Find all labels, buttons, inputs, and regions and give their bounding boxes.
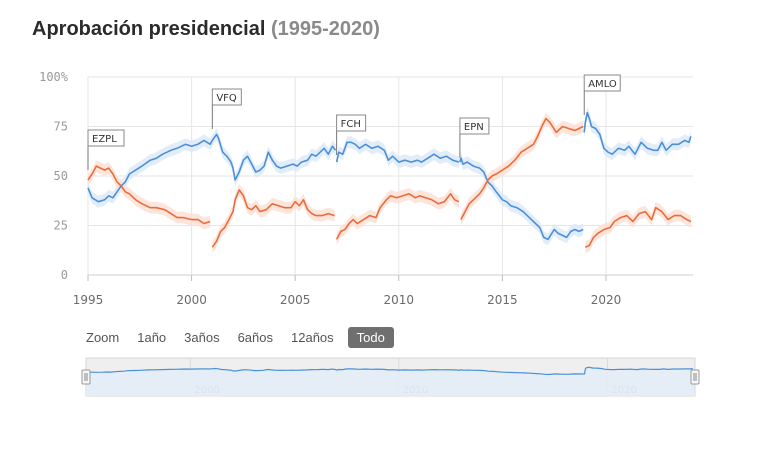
x-tick-label: 1995 [73,293,104,307]
navigator-left-handle[interactable] [81,369,91,385]
president-annotations: EZPL VFQ FCH EPN AMLO [87,74,621,170]
x-tick-label: 2005 [280,293,311,307]
annotation-box [211,88,242,106]
series-lines [87,111,692,249]
series-orange-band [336,187,459,246]
annotation-label-fch: FCH [341,119,361,130]
x-tick-label: 2020 [591,293,622,307]
series-orange-line [211,189,335,248]
navigator-line [85,366,693,376]
series-orange-band [212,183,335,254]
zoom-3years-button[interactable]: 3años [184,330,220,345]
y-tick-label: 25 [54,219,68,233]
navigator-right-handle[interactable] [690,369,700,385]
annotation-label-ezpl: EZPL [92,134,117,145]
chart-title-years: (1995-2020) [270,18,380,40]
zoom-12years-button[interactable]: 12años [291,330,334,345]
zoom-label: Zoom [86,330,120,345]
series-orange-line [87,165,211,225]
series-orange-band [585,201,691,254]
annotation-label-vfq: VFQ [216,93,237,104]
series-orange-line [335,193,460,240]
annotation-box [459,117,490,135]
y-tick-label: 100% [39,70,69,84]
annotation-label-epn: EPN [464,122,484,133]
y-tick-label: 50 [54,169,68,183]
x-tick-label: 2015 [487,293,518,307]
series-orange-line [584,206,692,249]
chart-title: Aprobación presidencial (1995-2020) [32,18,380,41]
zoom-6years-button[interactable]: 6años [237,330,273,345]
zoom-all-button[interactable]: Todo [347,327,394,348]
x-tick-label: 2010 [384,293,415,307]
y-tick-label: 75 [54,120,68,134]
series-blue-line [87,133,337,203]
annotation-box [583,74,621,92]
x-tick-label: 2000 [176,293,207,307]
series-blue-line [459,157,584,241]
range-navigator[interactable]: 200020102020 [81,357,700,397]
series-blue-line [583,111,692,155]
series-blue-band [459,152,584,246]
y-tick-label: 0 [61,268,68,282]
grid-lines [87,76,693,276]
navigator-area [86,367,695,396]
annotation-box [336,114,367,132]
series-blue-band [584,106,691,161]
zoom-bar: Zoom 1año 3años 6años 12años Todo [86,327,394,348]
series-blue-band [336,136,459,169]
series-orange-line [460,117,584,220]
series-orange-band [88,160,211,230]
zoom-1year-button[interactable]: 1año [137,330,167,345]
chart-title-main: Aprobación presidencial [32,18,266,40]
axes: 0 25 50 75 100% 1995 2000 2005 2010 2015 2020 [39,70,621,307]
series-orange-band [460,112,584,226]
series-blue-line [335,141,460,163]
annotation-label-amlo: AMLO [588,79,617,90]
annotation-box [87,129,125,147]
